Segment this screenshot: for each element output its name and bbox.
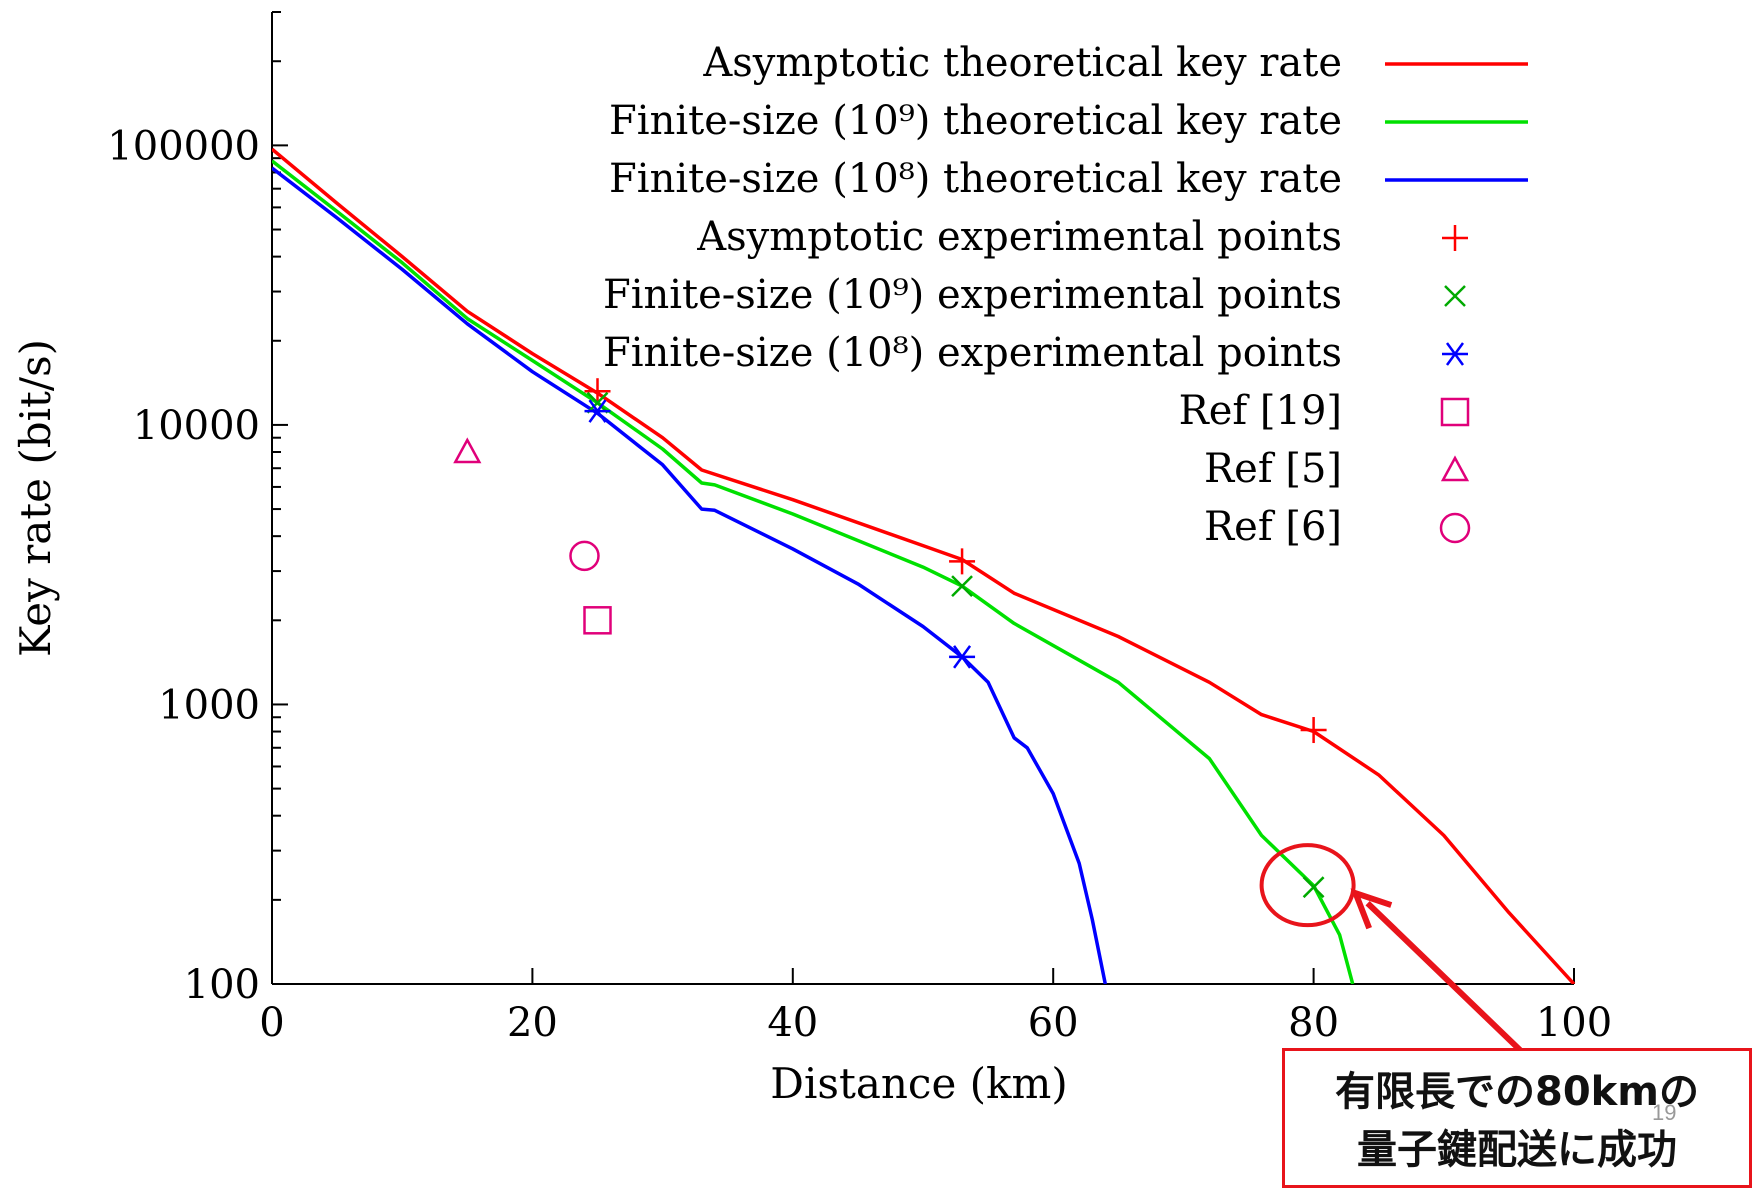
x-marker-b xyxy=(951,575,973,598)
legend-label: Asymptotic theoretical key rate xyxy=(702,40,1342,86)
annotation-arrow-shaft xyxy=(1365,901,1523,1053)
legend-label: Ref [5] xyxy=(1204,446,1342,492)
legend-label: Finite-size (10⁹) theoretical key rate xyxy=(609,98,1342,144)
x-tick-label: 0 xyxy=(259,1000,284,1046)
x-axis-label: Distance (km) xyxy=(770,1059,1067,1108)
triangle-marker xyxy=(1440,455,1470,482)
square-marker xyxy=(583,606,612,635)
highlight-circle xyxy=(1259,843,1356,928)
slide-number: 19 xyxy=(1652,1100,1677,1125)
data-point-x xyxy=(586,391,609,414)
x-marker-b xyxy=(586,391,609,414)
y-tick-label: 1000 xyxy=(158,682,260,728)
legend-marker-swatch xyxy=(1442,342,1468,366)
legend-marker-swatch xyxy=(1444,285,1466,307)
x-tick-label: 60 xyxy=(1028,1000,1079,1046)
legend-label: Ref [6] xyxy=(1204,504,1342,550)
data-point-circle xyxy=(569,540,600,572)
legend-label: Finite-size (10⁸) experimental points xyxy=(603,330,1342,376)
triangle-marker xyxy=(453,437,482,464)
annotation-text-line2: 量子鍵配送に成功 xyxy=(1357,1127,1677,1173)
circle-marker xyxy=(1439,512,1471,544)
data-point-x xyxy=(1302,876,1325,899)
legend-marker-swatch xyxy=(1442,225,1468,251)
data-point-star xyxy=(584,399,611,423)
square-marker xyxy=(1440,397,1470,427)
circle-marker xyxy=(569,540,600,572)
annotation-callout: 有限長での80kmの 量子鍵配送に成功 xyxy=(1282,1048,1752,1188)
x-tick-label: 20 xyxy=(507,1000,558,1046)
series-line-1 xyxy=(272,159,1355,984)
data-point-plus xyxy=(1300,717,1327,744)
legend-marker-swatch xyxy=(1439,512,1471,544)
data-point-square xyxy=(583,606,612,635)
annotation-text-line1: 有限長での80kmの xyxy=(1335,1069,1699,1115)
y-tick-label: 100 xyxy=(184,962,260,1008)
legend-marker-swatch xyxy=(1440,455,1470,482)
star-marker-b xyxy=(953,645,972,669)
x-marker-b xyxy=(1302,876,1325,899)
y-tick-label: 100000 xyxy=(107,123,260,169)
star-marker-b xyxy=(588,399,607,423)
data-point-star xyxy=(949,645,976,669)
data-point-x xyxy=(951,575,973,598)
legend-marker-swatch xyxy=(1440,397,1470,427)
legend-label: Finite-size (10⁹) experimental points xyxy=(603,272,1342,318)
legend-label: Ref [19] xyxy=(1179,388,1342,434)
y-axis-label: Key rate (bit/s) xyxy=(11,339,60,657)
star-marker-b xyxy=(1445,342,1465,366)
x-marker-b xyxy=(1444,285,1466,307)
legend-label: Asymptotic experimental points xyxy=(696,214,1342,260)
data-point-triangle xyxy=(453,437,482,464)
data-point-plus xyxy=(584,378,611,405)
annotation-arrow-head xyxy=(1350,888,1393,930)
x-tick-label: 80 xyxy=(1288,1000,1339,1046)
x-tick-label: 100 xyxy=(1536,1000,1612,1046)
data-point-plus xyxy=(949,548,976,575)
legend-label: Finite-size (10⁸) theoretical key rate xyxy=(609,156,1342,202)
x-tick-label: 40 xyxy=(767,1000,818,1046)
series-line-0 xyxy=(272,147,1576,984)
y-tick-label: 10000 xyxy=(133,403,260,449)
series-line-2 xyxy=(272,166,1108,984)
